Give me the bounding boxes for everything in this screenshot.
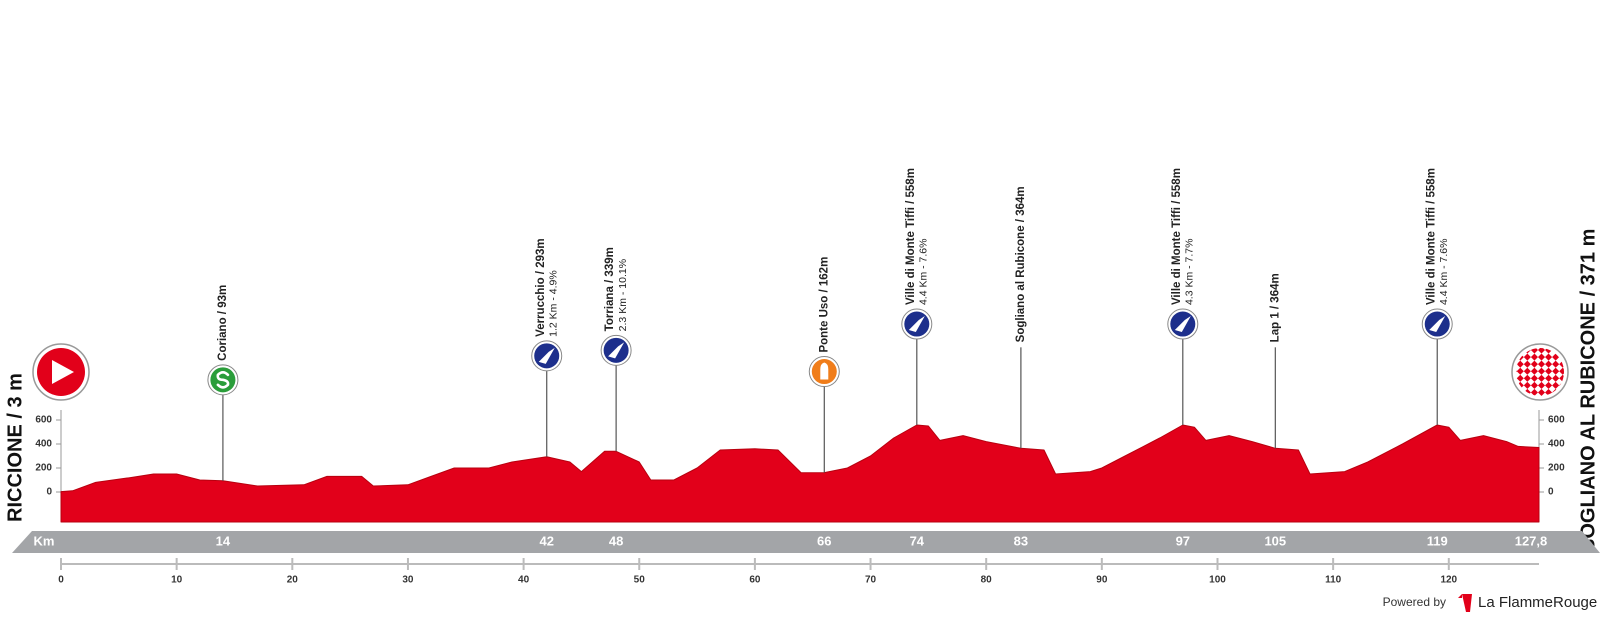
x-tick-label: 20 — [287, 575, 299, 586]
start-icon — [32, 343, 90, 401]
waypoint-km: 105 — [1264, 533, 1286, 548]
waypoint-detail: 4.3 Km - 7.7% — [1184, 239, 1196, 306]
waypoint-icon-climb — [600, 334, 632, 366]
x-tick-label: 120 — [1440, 575, 1457, 586]
elevation-area — [60, 424, 1540, 523]
x-tick-label: 70 — [865, 575, 877, 586]
waypoint-icon-climb — [1167, 308, 1199, 340]
brand-name: La FlammeRouge — [1478, 594, 1597, 611]
powered-by: Powered by — [1383, 595, 1446, 609]
x-tick-label: 90 — [1096, 575, 1108, 586]
waypoint-km: 74 — [910, 533, 925, 548]
waypoint-detail: 4.4 Km - 7.6% — [918, 239, 930, 306]
waypoint-km: 97 — [1176, 533, 1190, 548]
waypoint-detail: 1.2 Km - 4.9% — [548, 270, 560, 337]
y-tick-label: 0 — [46, 487, 52, 498]
x-tick-label: 110 — [1325, 575, 1342, 586]
waypoint-km: 66 — [817, 533, 831, 548]
waypoint-label: Ponte Uso / 162m — [818, 257, 830, 353]
finish-title: SOGLIANO AL RUBICONE / 371 m — [1577, 229, 1599, 552]
icon-glyph — [216, 371, 230, 389]
km-axis-label: Km — [34, 533, 55, 548]
x-tick-label: 40 — [518, 575, 530, 586]
x-tick-label: 60 — [749, 575, 761, 586]
distance-label: 127,8 — [1515, 533, 1548, 548]
waypoint-icon-feed — [808, 356, 840, 388]
y-tick-label: 600 — [35, 415, 52, 426]
waypoint-km: 14 — [216, 533, 231, 548]
waypoint-icon-climb — [1421, 308, 1453, 340]
x-tick-label: 30 — [402, 575, 414, 586]
icon-glyph — [908, 316, 925, 333]
x-tick-label: 80 — [981, 575, 993, 586]
x-tick-label: 0 — [58, 575, 64, 586]
waypoint-km: 48 — [609, 533, 623, 548]
icon-glyph — [1174, 316, 1191, 333]
finish-icon — [1511, 343, 1569, 401]
x-tick-label: 100 — [1209, 575, 1226, 586]
waypoint-label: Sogliano al Rubicone / 364m — [1015, 186, 1027, 342]
y-tick-label: 0 — [1548, 487, 1554, 498]
waypoint-km: 83 — [1014, 533, 1028, 548]
y-tick-label: 200 — [35, 463, 52, 474]
waypoint-icon-climb — [531, 340, 563, 372]
waypoint-detail: 4.4 Km - 7.6% — [1438, 239, 1450, 306]
waypoint-label: Ville di Monte Tiffi / 558m — [1425, 168, 1437, 305]
icon-glyph — [1429, 316, 1446, 333]
brand-logo — [1458, 594, 1472, 612]
icon-glyph — [538, 347, 555, 364]
waypoint-km: 42 — [539, 533, 553, 548]
waypoint-label: Ville di Monte Tiffi / 558m — [1171, 168, 1183, 305]
icon-glyph — [608, 342, 625, 359]
waypoint-label: Coriano / 93m — [217, 285, 229, 361]
waypoint-label: Ville di Monte Tiffi / 558m — [905, 168, 917, 305]
y-tick-label: 400 — [35, 439, 52, 450]
km-band — [12, 531, 1600, 553]
x-tick-label: 50 — [634, 575, 646, 586]
waypoint-detail: 2.3 Km - 10.1% — [617, 259, 629, 331]
y-tick-label: 600 — [1548, 415, 1565, 426]
start-title: RICCIONE / 3 m — [4, 373, 26, 522]
x-tick-label: 10 — [171, 575, 183, 586]
waypoint-km: 119 — [1427, 533, 1448, 548]
icon-glyph — [820, 362, 829, 380]
waypoint-label: Torriana / 339m — [604, 247, 616, 331]
y-tick-label: 200 — [1548, 463, 1565, 474]
waypoint-icon-climb — [901, 308, 933, 340]
waypoint-icon-sprint — [207, 364, 239, 396]
waypoint-label: Verrucchio / 293m — [535, 238, 547, 336]
y-tick-label: 400 — [1548, 439, 1565, 450]
waypoint-label: Lap 1 / 364m — [1269, 273, 1281, 342]
